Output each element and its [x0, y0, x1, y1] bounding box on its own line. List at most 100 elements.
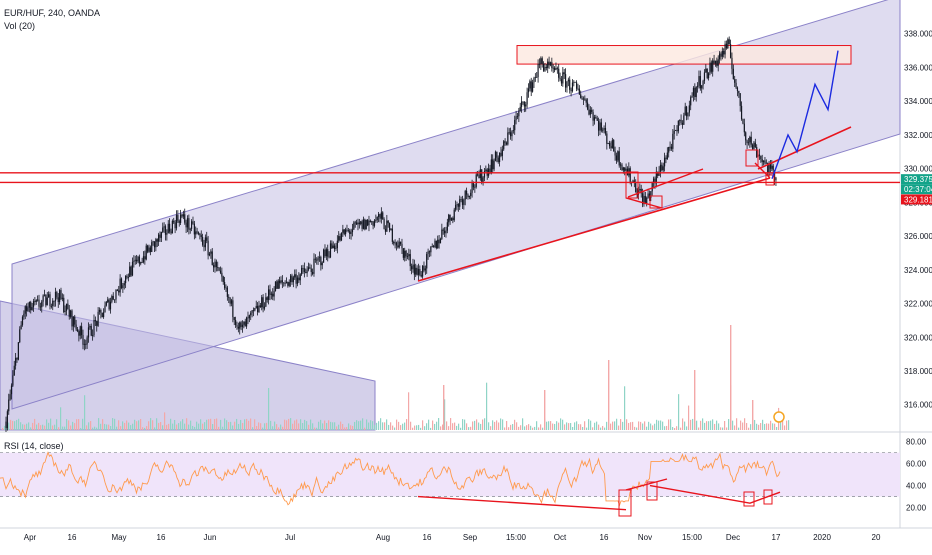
candle-body — [272, 293, 274, 297]
candle-body — [350, 232, 352, 234]
candle-body — [603, 128, 605, 130]
volume-bar — [748, 427, 750, 430]
candle-body — [81, 326, 83, 336]
volume-bar — [582, 427, 584, 430]
candle-body — [560, 79, 563, 84]
volume-bar — [242, 422, 244, 430]
volume-bar — [524, 426, 526, 430]
volume-bar — [380, 418, 382, 430]
candle-body — [361, 221, 363, 229]
candle-body — [192, 221, 194, 224]
volume-bar — [592, 427, 594, 430]
candle-body — [162, 227, 164, 233]
candle-body — [474, 186, 476, 188]
volume-bar — [410, 421, 412, 430]
candle-body — [9, 394, 11, 400]
volume-bar — [692, 418, 694, 430]
volume-bar — [314, 427, 316, 430]
volume-bar — [138, 420, 140, 430]
volume-bar — [612, 421, 614, 430]
volume-bar — [218, 426, 220, 430]
candle-body — [357, 222, 359, 225]
candle-body — [325, 249, 327, 257]
candle-body — [714, 60, 717, 64]
candle-body — [93, 319, 95, 336]
volume-bar — [342, 424, 344, 430]
volume-bar — [652, 425, 654, 430]
candle-body — [503, 141, 505, 150]
volume-bar — [754, 419, 756, 430]
volume-bar — [120, 426, 122, 430]
candle-body — [228, 296, 230, 298]
volume-bar — [16, 419, 18, 430]
volume-bar — [124, 422, 126, 430]
volume-bar — [428, 419, 430, 430]
volume-bar — [676, 426, 678, 430]
time-tick-label: 16 — [157, 533, 166, 542]
candle-body — [210, 251, 212, 254]
volume-bar — [72, 421, 74, 430]
candle-body — [291, 275, 293, 283]
volume-bar — [536, 421, 538, 430]
volume-bar — [188, 424, 190, 430]
candle-body — [668, 146, 670, 153]
time-tick-label: Jul — [285, 533, 295, 542]
candle-body — [562, 72, 564, 84]
candle-body — [571, 82, 574, 92]
candle-body — [578, 88, 580, 95]
candle-body — [750, 136, 752, 145]
volume-bar — [526, 425, 528, 430]
volume-bar — [134, 419, 136, 430]
volume-bar — [248, 420, 250, 430]
candle-body — [53, 300, 55, 302]
candle-body — [173, 220, 175, 223]
candle-body — [24, 306, 26, 314]
volume-bar — [114, 418, 116, 430]
candle-body — [365, 219, 367, 230]
candle-body — [580, 94, 582, 99]
candle-body — [591, 109, 593, 113]
time-tick-label: Sep — [463, 533, 478, 542]
candle-body — [382, 212, 384, 220]
candle-body — [659, 164, 662, 172]
candle-body — [540, 58, 542, 65]
candle-body — [443, 230, 446, 234]
volume-spike — [752, 400, 754, 430]
candle-body — [573, 81, 575, 83]
candle-body — [552, 67, 554, 69]
volume-bar — [172, 423, 174, 430]
candle-body — [283, 282, 285, 284]
candle-body — [49, 294, 51, 307]
candle-body — [195, 231, 197, 235]
candle-body — [134, 259, 136, 261]
rsi-pane — [0, 451, 900, 517]
volume-bar — [22, 424, 24, 430]
volume-bar — [440, 426, 442, 430]
candle-body — [408, 254, 410, 257]
candle-body — [707, 73, 710, 79]
volume-bar — [26, 423, 28, 430]
volume-bar — [472, 421, 474, 430]
volume-bar — [602, 425, 604, 430]
candle-body — [468, 195, 470, 198]
marker-box — [745, 149, 759, 167]
candle-body — [332, 245, 334, 249]
candle-body — [232, 300, 234, 318]
candle-body — [661, 164, 663, 171]
candle-body — [736, 87, 739, 91]
volume-bar — [632, 421, 634, 430]
candle-body — [762, 160, 765, 163]
volume-bar — [622, 421, 624, 430]
candle-body — [457, 204, 459, 207]
volume-bar — [610, 423, 612, 430]
volume-bar — [318, 421, 320, 430]
candle-body — [395, 242, 398, 246]
candle-body — [185, 222, 187, 228]
candle-body — [280, 280, 282, 284]
volume-bar — [244, 419, 246, 430]
volume-bar — [158, 422, 160, 430]
volume-spike — [730, 325, 732, 430]
rsi-tick-label: 20.00 — [906, 504, 927, 513]
